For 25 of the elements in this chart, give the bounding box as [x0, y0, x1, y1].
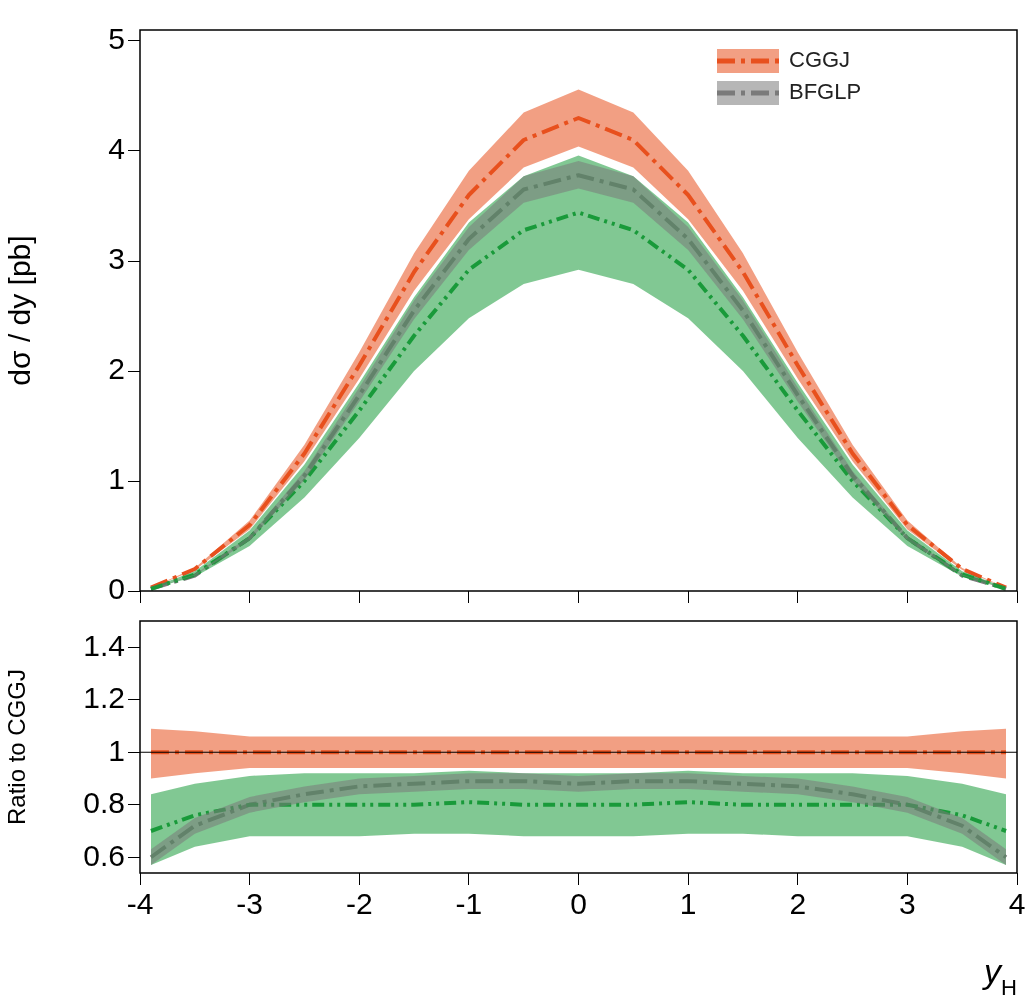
legend-label: CGGJ [789, 47, 851, 73]
y-tick-label: 3 [108, 242, 125, 276]
x-tick-label: -4 [126, 887, 154, 921]
y-axis-title: Ratio to CGGJ [3, 668, 31, 826]
y-tick-label: 0 [108, 572, 125, 606]
y-axis-title: dσ / dy [pb] [3, 235, 37, 386]
y-tick-label: 2 [108, 352, 125, 386]
x-tick-label: 1 [679, 887, 697, 921]
x-tick-label: 4 [1008, 887, 1026, 921]
y-tick-label: 0.6 [83, 838, 125, 872]
y-tick-label: 1 [108, 462, 125, 496]
legend-label: BFGLP [789, 79, 862, 105]
x-tick-label: -1 [455, 887, 483, 921]
x-tick-label: 0 [570, 887, 587, 921]
x-tick-label: -3 [236, 887, 263, 921]
line-series [148, 800, 1009, 833]
y-tick-label: 0.8 [83, 786, 125, 820]
x-tick-label: -2 [345, 887, 373, 921]
x-tick-label: 3 [899, 887, 916, 921]
y-tick-label: 1 [108, 733, 125, 767]
x-tick-label: 2 [789, 887, 807, 921]
y-tick-label: 5 [108, 22, 125, 56]
y-tick-label: 4 [108, 132, 125, 166]
y-tick-label: 1.2 [83, 681, 125, 715]
y-tick-label: 1.4 [83, 628, 125, 662]
